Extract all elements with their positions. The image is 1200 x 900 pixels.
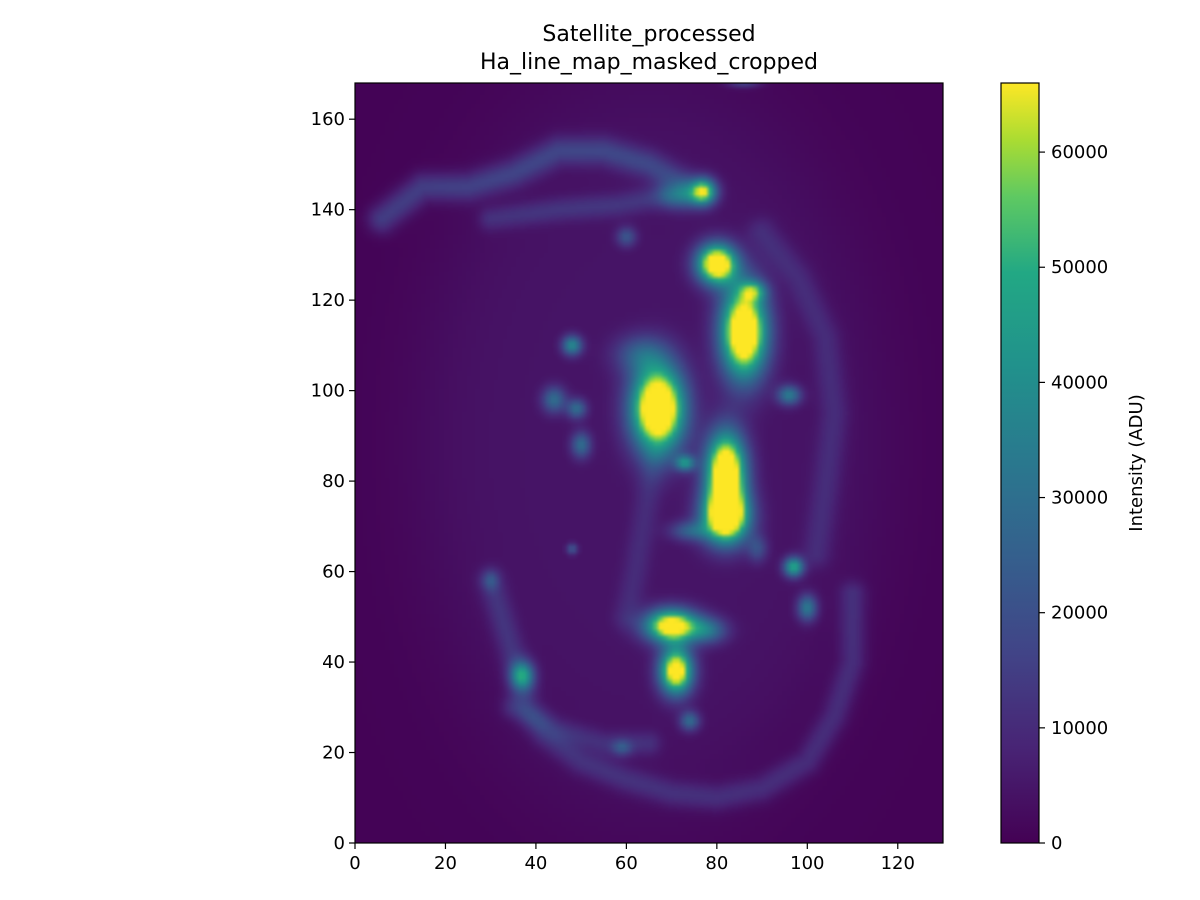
colorbar-tick-label: 20000 (1051, 603, 1108, 624)
y-tick-label: 40 (322, 652, 345, 673)
x-tick-label: 100 (790, 853, 824, 874)
y-tick-label: 160 (311, 109, 345, 130)
x-tick-label: 60 (615, 853, 638, 874)
x-tick-label: 0 (349, 853, 360, 874)
y-tick-label: 100 (311, 381, 345, 402)
x-tick-label: 40 (524, 853, 547, 874)
x-axis: 0 20 40 60 80 100 120 (349, 843, 915, 874)
y-tick-label: 0 (334, 833, 345, 854)
colorbar-gradient (1001, 83, 1039, 843)
colorbar-frame (1000, 82, 1040, 844)
y-axis: 0 20 40 60 80 100 120 140 160 (311, 109, 355, 854)
heatmap-image (355, 83, 943, 843)
colorbar-label: Intensity (ADU) (1126, 394, 1147, 531)
colorbar-tick-label: 60000 (1051, 142, 1108, 163)
colorbar-tick-label: 50000 (1051, 257, 1108, 278)
colorbar-tick-label: 0 (1051, 833, 1062, 854)
chart-title: Satellite_processed (542, 22, 755, 47)
y-tick-label: 60 (322, 562, 345, 583)
colorbar: 0 10000 20000 30000 40000 50000 60000 Intensit… (1000, 82, 1147, 854)
x-tick-label: 120 (881, 853, 915, 874)
colorbar-tick-label: 40000 (1051, 372, 1108, 393)
chart-subtitle: Ha_line_map_masked_cropped (480, 50, 818, 75)
colorbar-tick-label: 30000 (1051, 488, 1108, 509)
y-tick-label: 120 (311, 290, 345, 311)
y-tick-label: 20 (322, 743, 345, 764)
colorbar-ticks: 0 10000 20000 30000 40000 50000 60000 (1039, 142, 1108, 854)
y-tick-label: 140 (311, 200, 345, 221)
plot-frame (354, 82, 944, 844)
y-tick-label: 80 (322, 471, 345, 492)
colorbar-tick-label: 10000 (1051, 718, 1108, 739)
x-tick-label: 20 (434, 853, 457, 874)
x-tick-label: 80 (705, 853, 728, 874)
plot-area (354, 82, 944, 844)
